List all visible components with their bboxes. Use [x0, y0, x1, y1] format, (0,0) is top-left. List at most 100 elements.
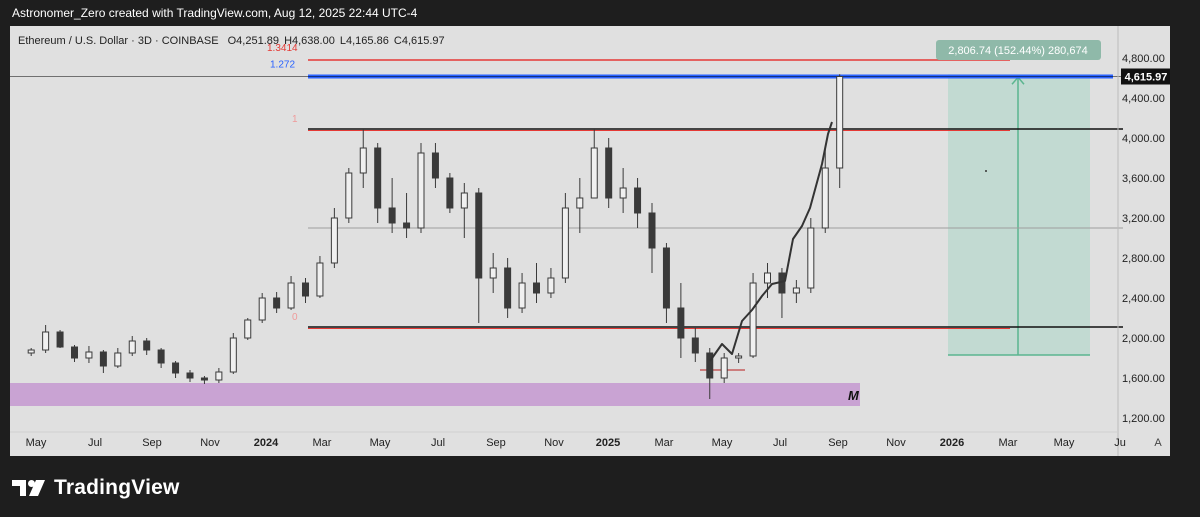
candle-body [157, 349, 165, 364]
symbol-legend: Ethereum / U.S. Dollar · 3D · COINBASE O… [18, 35, 445, 47]
candle-body [590, 147, 598, 199]
candle-body [749, 282, 757, 357]
price-axis-tick-label: 3,600.00 [1122, 173, 1165, 185]
price-axis-tick-label: 2,000.00 [1122, 333, 1165, 345]
time-axis-tick-label: Sep [828, 437, 848, 449]
price-range-box [948, 74, 1090, 356]
candle-body [662, 247, 670, 309]
price-axis-tick-label: 2,400.00 [1122, 293, 1165, 305]
candle-body [374, 147, 382, 209]
candle-body [114, 352, 122, 367]
price-axis-tick-label: 1,200.00 [1122, 413, 1165, 425]
time-axis-tick-label: Jul [88, 437, 102, 449]
time-axis-tick-label: Sep [486, 437, 506, 449]
candle-body [431, 152, 439, 179]
time-axis-tick-label: May [712, 437, 733, 449]
price-axis-tick-label: 4,000.00 [1122, 133, 1165, 145]
price-range-label: 2,806.74 (152.44%) 280,674 [948, 45, 1087, 57]
auto-scale-button[interactable]: A [1154, 437, 1162, 449]
candle-body [27, 349, 35, 354]
candle-body [677, 307, 685, 339]
fib-label-1.272: 1.272 [270, 60, 295, 71]
candle-body [446, 177, 454, 209]
price-axis-tick-label: 3,200.00 [1122, 213, 1165, 225]
time-axis-tick-label: Mar [999, 437, 1018, 449]
chart-attribution: Astronomer_Zero created with TradingView… [12, 6, 418, 20]
time-axis-tick-label: May [370, 437, 391, 449]
time-axis-tick-label: Nov [200, 437, 220, 449]
price-chart[interactable]: 4,800.00 4,400.00 4,000.00 3,600.00 3,200.00… [10, 26, 1170, 456]
candle-body [518, 282, 526, 309]
candle-body [821, 167, 829, 229]
fib-label-1.3414: 1.3414 [267, 43, 298, 54]
candle-body [359, 147, 367, 174]
legend-separator: · [131, 35, 138, 47]
candle-body [258, 297, 266, 321]
symbol-name[interactable]: Ethereum / U.S. Dollar [18, 35, 129, 47]
candle-body [836, 76, 844, 169]
projection-path [709, 121, 833, 362]
time-axis-tick-label: Ju [1114, 437, 1126, 449]
time-axis-tick-label: Nov [886, 437, 906, 449]
candle-body [215, 371, 223, 381]
time-axis-tick-label: May [1054, 437, 1075, 449]
candle-body [489, 267, 497, 279]
candle-body [417, 152, 425, 229]
fib-label-0: 0 [292, 312, 298, 323]
candle-body [99, 351, 107, 367]
tradingview-logo-icon [12, 480, 45, 496]
candle-body [287, 282, 295, 309]
candle-body [720, 357, 728, 379]
candle-body [200, 377, 208, 381]
candle-body [706, 352, 714, 379]
legend-separator: · [154, 35, 162, 47]
tradingview-branding[interactable]: TradingView [12, 474, 180, 502]
legend-high: H4,638.00 [284, 35, 335, 47]
candle-body [128, 340, 136, 354]
candle-body [85, 351, 93, 359]
candle-body [56, 331, 64, 348]
candle-body [302, 282, 309, 297]
candle-body [273, 297, 281, 309]
candle-body [143, 340, 151, 351]
last-price-tag [1121, 68, 1170, 85]
time-axis-tick-label: Mar [313, 437, 332, 449]
candle-body [71, 346, 78, 359]
price-axis-tick-label: 4,400.00 [1122, 93, 1165, 105]
candle-body [229, 337, 237, 373]
support-zone [10, 383, 860, 406]
candle-body [388, 207, 396, 224]
candle-body [764, 272, 771, 284]
legend-open: O4,251.89 [227, 35, 279, 47]
candle-body [792, 287, 800, 294]
candle-body [691, 337, 699, 354]
candle-body [42, 331, 50, 351]
candle-body [330, 217, 338, 264]
candle-body [172, 362, 180, 374]
candle-body [547, 277, 555, 294]
symbol-exchange: COINBASE [161, 35, 219, 47]
price-axis-tick-label: 1,600.00 [1122, 373, 1165, 385]
price-axis-tick-label: 2,800.00 [1122, 253, 1165, 265]
candle-body [807, 227, 815, 289]
tradingview-brand-name: TradingView [54, 476, 180, 499]
candle-body [648, 212, 656, 249]
candle-body [533, 282, 540, 294]
candle-body [244, 319, 252, 339]
candle-body [605, 147, 613, 199]
measure-midpoint-dot [985, 170, 987, 172]
time-axis-tick-label: Jul [431, 437, 445, 449]
time-axis-tick-label: Mar [655, 437, 674, 449]
time-axis-tick-label: Jul [773, 437, 787, 449]
candle-body [504, 267, 512, 309]
candle-body [403, 222, 411, 229]
legend-close: C4,615.97 [393, 35, 445, 47]
zone-label: M [848, 388, 860, 403]
candle-body [634, 187, 642, 214]
candle-body [735, 355, 743, 359]
chart-pane[interactable]: 4,800.00 4,400.00 4,000.00 3,600.00 3,200.00… [10, 26, 1170, 456]
legend-low: L4,165.86 [339, 35, 389, 47]
fib-label-1: 1 [292, 114, 298, 125]
time-axis-tick-label: Sep [142, 437, 162, 449]
candle-body [186, 372, 194, 379]
